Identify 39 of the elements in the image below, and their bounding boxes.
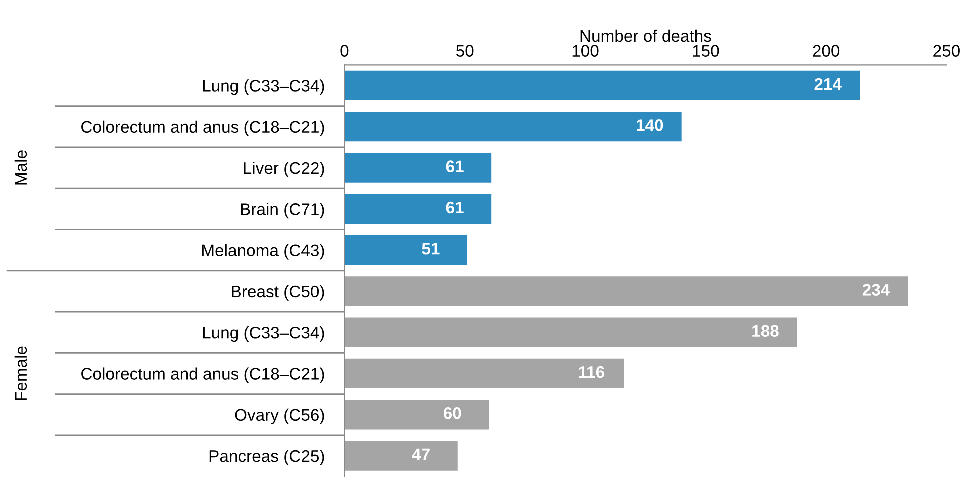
x-tick-label: 50	[456, 45, 474, 57]
bar	[344, 112, 682, 142]
data-label: 214	[814, 78, 842, 90]
data-label: 47	[412, 448, 430, 460]
y-tick-label: Liver (C22)	[244, 162, 324, 178]
bar	[344, 400, 490, 430]
bar	[344, 153, 492, 183]
x-tick-label: 0	[340, 45, 349, 57]
bar	[344, 276, 908, 306]
bar	[344, 194, 492, 224]
x-tick-label: 150	[693, 45, 720, 57]
bar	[344, 235, 468, 266]
data-label: 116	[579, 366, 604, 378]
text: Female	[14, 346, 28, 400]
bar	[344, 70, 860, 101]
data-label: 51	[422, 243, 440, 255]
data-label: 60	[444, 408, 462, 420]
y-tick-label: Pancreas (C25)	[210, 450, 324, 466]
y-tick-label: Brain (C71)	[241, 203, 324, 219]
data-label: 188	[752, 325, 779, 338]
y-tick-label: Colorectum and anus (C18–C21)	[82, 368, 324, 384]
y-tick-label: Colorectum and anus (C18–C21)	[82, 120, 324, 136]
x-tick-label: 200	[813, 45, 840, 57]
text: Male	[14, 150, 28, 185]
y-tick-label: Lung (C33–C34)	[203, 80, 324, 96]
y-tick-label: Breast (C50)	[232, 285, 324, 301]
bar	[344, 441, 458, 471]
data-label: 140	[637, 120, 664, 132]
bar	[344, 318, 798, 348]
data-label: 61	[446, 160, 464, 172]
data-label: 234	[862, 284, 890, 296]
y-tick-label: Lung (C33–C34)	[203, 326, 324, 342]
y-tick-label: Ovary (C56)	[235, 408, 324, 424]
x-tick-label: 100	[572, 45, 599, 57]
bar	[344, 358, 624, 389]
y-tick-label: Melanoma (C43)	[202, 244, 324, 260]
x-tick-label: 250	[934, 45, 960, 57]
x-axis-title: Number of deaths	[580, 30, 712, 42]
data-label: 61	[446, 202, 464, 214]
